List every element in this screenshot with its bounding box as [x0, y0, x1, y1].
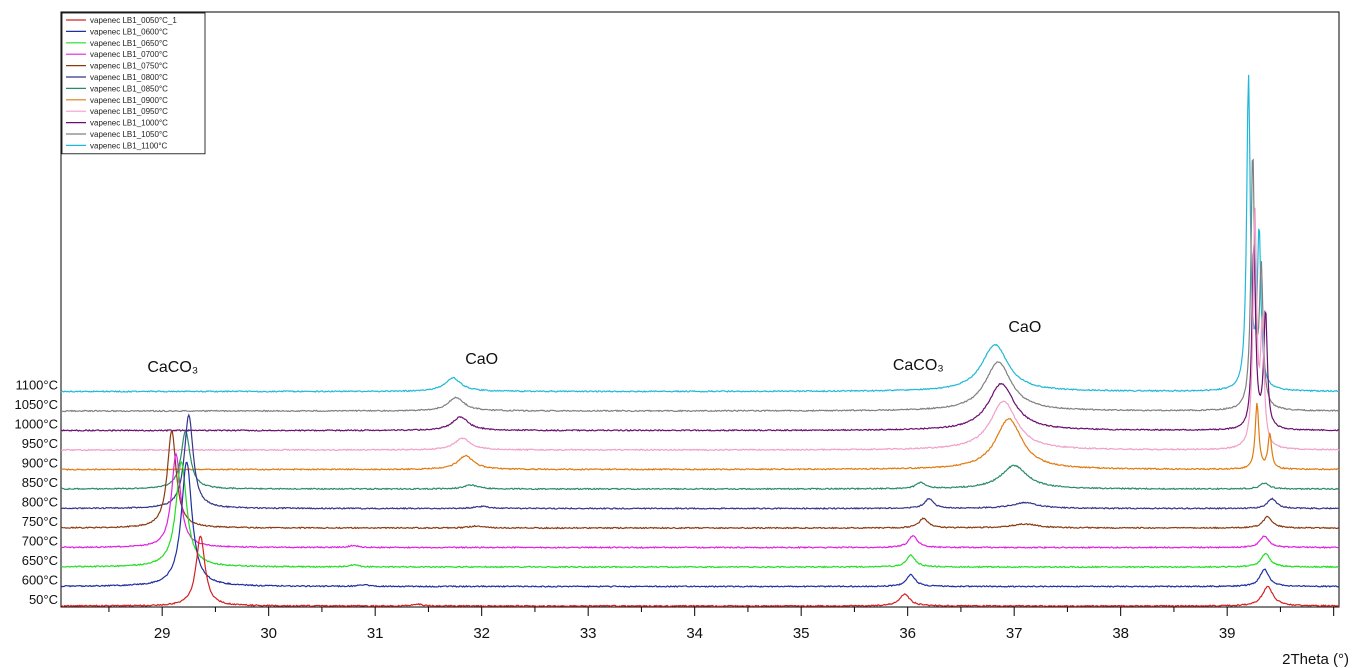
x-tick-label: 33	[580, 625, 597, 642]
trace-group	[60, 74, 1340, 608]
x-tick-label: 34	[686, 625, 703, 642]
legend-entry: vapenec LB1_0950°C	[90, 107, 168, 116]
legend-entry: vapenec LB1_0600°C	[90, 27, 168, 36]
peak-annotations: CaCO₃ CaO CaCO₃ CaO	[147, 319, 1041, 376]
x-tick-label: 36	[899, 625, 916, 642]
legend-entry: vapenec LB1_0650°C	[90, 39, 168, 48]
offset-label: 950°C	[22, 436, 58, 451]
offset-label: 1050°C	[14, 397, 58, 412]
offset-label: 50°C	[29, 592, 58, 607]
legend-entry: vapenec LB1_1100°C	[90, 141, 168, 150]
series-line-2	[60, 461, 1340, 588]
x-tick-label: 38	[1112, 625, 1129, 642]
series-line-10	[60, 244, 1340, 432]
offset-label: 700°C	[22, 534, 58, 549]
x-tick-label: 30	[260, 625, 277, 642]
x-tick-label: 31	[367, 625, 384, 642]
x-tick-label: 35	[793, 625, 810, 642]
legend-entry: vapenec LB1_0050°C_1	[90, 16, 177, 25]
legend-entry: vapenec LB1_0850°C	[90, 84, 168, 93]
legend-entry: vapenec LB1_0700°C	[90, 50, 168, 59]
series-line-1	[60, 535, 1340, 608]
peak-annotation: CaCO₃	[893, 357, 944, 374]
series-line-9	[60, 207, 1340, 452]
legend-entry: vapenec LB1_1050°C	[90, 130, 168, 139]
peak-annotation: CaO	[465, 351, 498, 368]
series-line-4	[60, 452, 1340, 549]
offset-labels: 50°C 600°C 650°C 700°C 750°C 800°C 850°C 900°C 9…	[14, 378, 58, 608]
legend-entry: vapenec LB1_0900°C	[90, 96, 168, 105]
x-tick-label: 37	[1006, 625, 1023, 642]
legend-entry: vapenec LB1_1000°C	[90, 119, 168, 128]
plot-frame	[60, 11, 1340, 608]
offset-label: 750°C	[22, 514, 58, 529]
offset-label: 650°C	[22, 553, 58, 568]
legend-box	[61, 12, 206, 155]
offset-label: 800°C	[22, 495, 58, 510]
x-tick-label: 32	[473, 625, 490, 642]
x-axis-ticks: 29 30 31 32 33 34 35 36 37 38 39	[108, 607, 1335, 642]
series-line-6	[60, 413, 1340, 510]
offset-label: 850°C	[22, 475, 58, 490]
x-tick-label: 29	[154, 625, 171, 642]
peak-annotation: CaO	[1008, 319, 1041, 336]
x-tick-label: 39	[1219, 625, 1236, 642]
series-line-7	[60, 430, 1340, 491]
series-line-5	[60, 430, 1340, 530]
series-line-8	[60, 402, 1340, 471]
series-line-3	[60, 461, 1340, 569]
legend-entry: vapenec LB1_0750°C	[90, 62, 168, 71]
offset-label: 1000°C	[14, 417, 58, 432]
peak-annotation: CaCO₃	[147, 359, 198, 376]
offset-label: 900°C	[22, 456, 58, 471]
legend-entry: vapenec LB1_0800°C	[90, 73, 168, 82]
series-line-12	[60, 74, 1340, 393]
offset-label: 1100°C	[15, 378, 58, 393]
series-line-11	[60, 158, 1340, 413]
offset-label: 600°C	[22, 573, 58, 588]
x-axis-label: 2Theta (°)	[1282, 651, 1349, 668]
